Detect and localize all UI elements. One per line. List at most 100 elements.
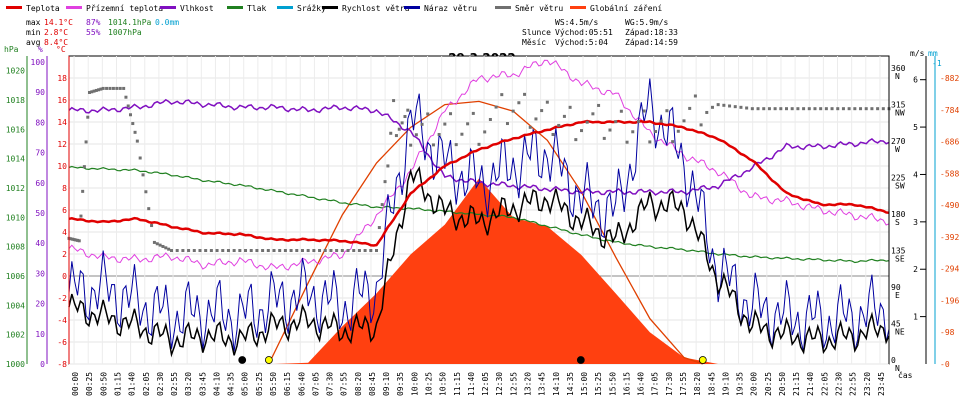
wind-dir-point [249,249,253,253]
x-tick: 10:00 [410,372,419,396]
x-tick: 07:05 [311,372,320,396]
x-axis-label: čas [898,370,913,380]
wind-dir-point [659,119,663,123]
wind-dir-point [187,249,191,253]
wind-dir-tick-label: NE [895,328,905,337]
wind-dir-point [255,249,259,253]
moonset: Západ:14:59 [625,38,678,47]
wind-speed-tick: 2 [913,265,918,274]
wind-dir-point [394,134,398,138]
wind-dir-point [232,249,236,253]
wind-dir-tick-label: S [895,218,900,227]
wind-dir-point [420,122,424,126]
humidity-axis-label: % [38,45,43,54]
wind-dir-point [693,94,697,98]
wind-dir-point [386,164,390,168]
wind-dir-point [150,224,154,228]
axes-layer: 1000100210041006100810101012101410161018… [4,45,959,396]
wind-dir-point [750,107,754,111]
hpa-tick: 1016 [6,125,25,134]
avg-temp: 8.4°C [44,38,68,47]
rain-axis-top: -1 [932,59,942,68]
x-tick: 04:10 [212,372,221,396]
wind-dir-point [636,119,640,123]
wind-dir-point [76,238,80,242]
x-tick: 22:55 [849,372,858,396]
wind-dir-point [477,142,481,146]
x-tick: 07:55 [340,372,349,396]
wind-dir-point [802,107,806,111]
radiation-tick: -392 [940,233,959,242]
min-hum: 55% [86,28,101,37]
wind-dir-tick-value: 360 [891,64,906,73]
wind-dir-point [767,107,771,111]
wind-dir-point [699,123,703,127]
legend-label: Globální záření [590,4,662,13]
humidity-tick: 100 [31,58,46,67]
wind-dir-point [181,249,185,253]
wind-dir-point [431,143,435,147]
humidity-tick: 10 [35,330,45,339]
x-tick: 17:55 [679,372,688,396]
wind-dir-point [562,114,566,118]
x-tick: 07:30 [326,372,335,396]
legend-swatch [277,6,293,9]
legend-label: Tlak [247,4,266,13]
legend-label: Rychlost větru [342,4,410,13]
wind-dir-point [796,107,800,111]
wind-dir-tick-value: 135 [891,247,906,256]
wind-dir-point [377,226,381,230]
sun-marker [264,356,273,364]
wind-dir-point [88,90,91,94]
x-tick: 22:05 [820,372,829,396]
x-tick: 05:00 [241,372,250,396]
legend-swatch [495,6,511,9]
wind-speed-avg: WS:4.5m/s [555,18,599,27]
wind-dir-point [126,104,130,108]
x-tick: 22:30 [835,372,844,396]
temperature-tick: 0 [62,272,67,281]
wind-dir-point [152,240,156,244]
wind-dir-point [94,88,98,92]
max-label: max [26,18,41,27]
wind-dir-point [688,106,692,110]
wind-dir-point [853,107,857,111]
series-rychlost-v-tru-line [68,165,890,358]
sunset: Západ:18:33 [625,28,678,37]
x-tick: 02:55 [170,372,179,396]
wind-dir-point [710,105,714,109]
temperature-tick: 14 [57,118,67,127]
x-tick: 08:20 [354,372,363,396]
x-tick: 06:40 [297,372,306,396]
wind-dir-tick-value: 225 [891,174,906,183]
wind-dir-point [278,249,282,253]
min-press: 1007hPa [108,28,142,37]
wind-dir-point [426,112,430,116]
wind-dir-point [654,130,658,134]
legend-label: Náraz větru [424,4,477,13]
wind-dir-point [608,128,612,132]
wind-dir-point [111,86,115,90]
wind-dir-point [122,86,126,90]
wind-dir-point [705,110,709,114]
temperature-tick: 6 [62,206,67,215]
wind-dir-point [135,139,139,143]
wind-dir-point [756,107,760,111]
wind-dir-point [870,107,874,111]
rain-total: 0.0mm [155,18,179,27]
wind-dir-point [74,238,78,242]
x-tick: 05:50 [269,372,278,396]
wind-dir-point [335,249,339,253]
wind-dir-point [226,249,230,253]
x-tick: 20:25 [764,372,773,396]
wind-dir-point [574,138,578,142]
radiation-tick: -196 [940,296,959,305]
wind-dir-point [306,249,310,253]
x-tick: 08:45 [368,372,377,396]
wind-dir-point [648,140,652,144]
max-press: 1014.1hPa [108,18,152,27]
radiation-tick: -0 [940,360,950,369]
wind-dir-point [591,112,595,116]
wind-dir-point [762,107,766,111]
